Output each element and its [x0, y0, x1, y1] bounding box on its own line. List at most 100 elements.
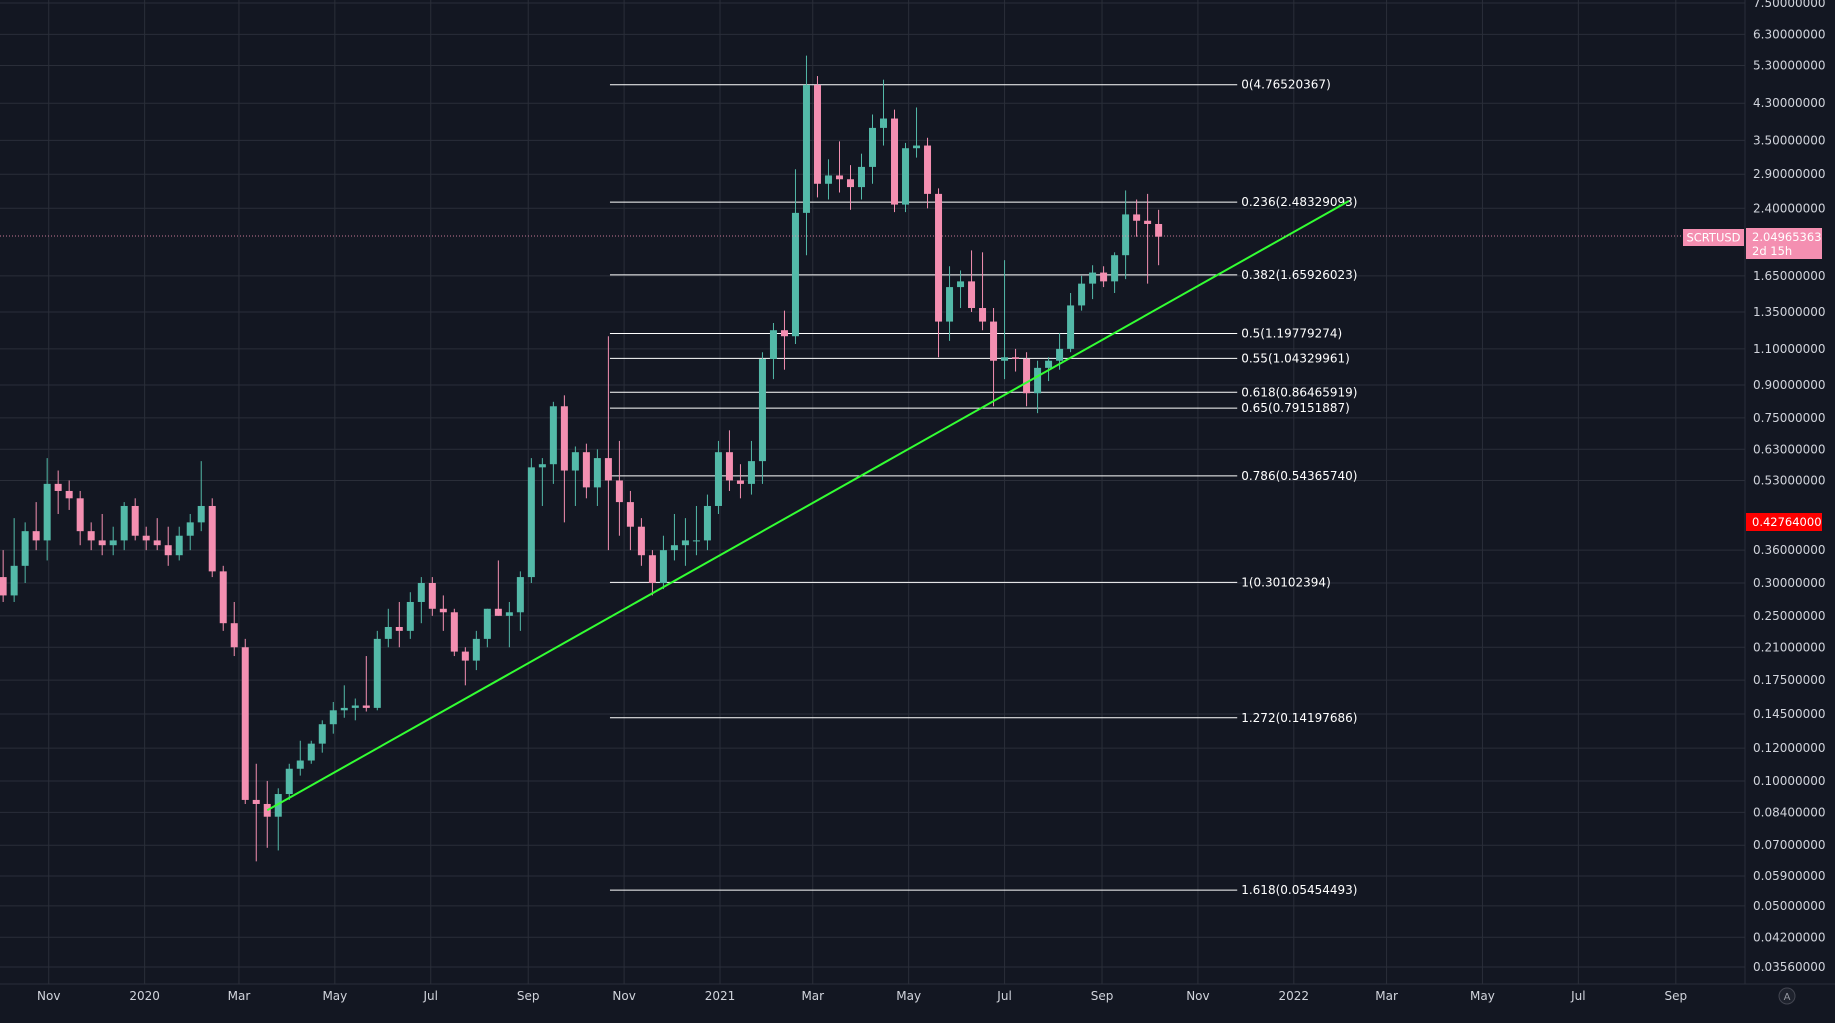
price-tick-label: 2.90000000 — [1753, 167, 1826, 181]
candle-body — [924, 145, 932, 194]
candle-body — [968, 281, 976, 309]
candle-body — [10, 565, 18, 596]
candle — [109, 526, 117, 556]
candle-body — [538, 464, 546, 468]
price-tick-label: 0.17500000 — [1753, 673, 1826, 687]
candle — [990, 308, 998, 407]
candle-body — [197, 505, 205, 523]
candle — [1100, 266, 1108, 288]
price-axis[interactable]: 7.50000000 6.30000000 5.30000000 4.30000000… — [1753, 0, 1826, 974]
candle-body — [571, 452, 579, 471]
fib-level-label: 0.618(0.86465919) — [1241, 385, 1357, 399]
grid-lines — [0, 0, 1745, 984]
candle-body — [21, 531, 29, 566]
candle — [1111, 252, 1119, 293]
candle — [296, 740, 304, 776]
candle-body — [714, 452, 722, 506]
candle-body — [1089, 272, 1097, 284]
fib-level-label: 0.786(0.54365740) — [1241, 469, 1357, 483]
price-tick-label: 0.21000000 — [1753, 640, 1826, 654]
candle — [979, 252, 987, 331]
candle-body — [230, 623, 238, 648]
price-tick-label: 0.25000000 — [1753, 609, 1826, 623]
candle — [395, 601, 403, 648]
candle — [593, 449, 601, 506]
time-tick-label: Sep — [1665, 989, 1688, 1003]
candle-body — [813, 84, 821, 184]
candle-body — [670, 545, 678, 551]
candle-body — [1045, 360, 1053, 368]
candles[interactable] — [0, 55, 1163, 862]
candle-body — [1056, 348, 1064, 361]
price-tick-label: 1.35000000 — [1753, 305, 1826, 319]
price-tick-label: 0.53000000 — [1753, 473, 1826, 487]
fib-level-label: 0(4.76520367) — [1241, 78, 1331, 92]
candle-body — [32, 531, 40, 541]
candle — [648, 550, 656, 596]
fib-retracement[interactable]: 0(4.76520367) 0.236(2.48329093) 0.382(1.65… — [609, 78, 1358, 897]
candle — [87, 522, 95, 551]
auto-scale-label: A — [1784, 992, 1791, 1003]
candle-body — [648, 555, 656, 583]
candle-body — [891, 118, 899, 205]
symbol-label: SCRTUSD — [1683, 229, 1744, 246]
candle — [626, 490, 634, 551]
candle-body — [681, 540, 689, 546]
price-tick-label: 1.10000000 — [1753, 342, 1826, 356]
time-axis[interactable]: Nov 2020 Mar May Jul Sep Nov 2021 Mar May Jul Sep No… — [37, 989, 1687, 1003]
countdown-text: 2d 15h — [1752, 244, 1792, 258]
candle-body — [395, 626, 403, 631]
fib-level-label: 0.5(1.19779274) — [1241, 327, 1342, 341]
candle-body — [902, 148, 910, 205]
candle — [164, 526, 172, 566]
candle-body — [76, 498, 84, 532]
candle — [263, 780, 271, 848]
candle-body — [362, 705, 370, 708]
candle-body — [109, 540, 117, 546]
candle-body — [274, 794, 282, 817]
candle-body — [615, 480, 623, 503]
candle — [946, 266, 954, 341]
candle-body — [1078, 283, 1086, 306]
candle — [10, 518, 18, 602]
candle-body — [417, 582, 425, 602]
candle — [1144, 193, 1152, 284]
candle-body — [1012, 357, 1020, 359]
candle — [560, 395, 568, 523]
candle — [869, 114, 876, 184]
last-price-text: 2.04965363 — [1752, 230, 1822, 244]
candle-body — [582, 452, 590, 488]
candle-body — [527, 467, 535, 578]
candle-body — [769, 330, 777, 359]
trendline[interactable] — [266, 200, 1350, 812]
candle — [1034, 360, 1042, 414]
candle-body — [450, 612, 458, 652]
candle — [637, 518, 645, 566]
time-tick-label: Jul — [996, 989, 1011, 1003]
auto-scale-icon[interactable]: A — [1778, 987, 1796, 1005]
candle-body — [791, 212, 799, 337]
candle-body — [549, 406, 557, 465]
price-tick-label: 2.40000000 — [1753, 201, 1826, 215]
time-tick-label: Nov — [37, 989, 60, 1003]
candle — [935, 188, 943, 358]
candle-body — [758, 358, 766, 462]
price-tick-label: 0.08400000 — [1753, 805, 1826, 819]
candle — [902, 142, 910, 213]
candle — [1133, 199, 1141, 237]
candle-body — [1023, 358, 1031, 394]
candle-body — [329, 710, 337, 725]
candle — [285, 763, 293, 800]
candle — [1023, 352, 1031, 407]
candle — [714, 440, 722, 514]
price-tick-label: 7.50000000 — [1753, 0, 1826, 10]
time-tick-label: 2020 — [129, 989, 160, 1003]
candle-body — [990, 321, 998, 361]
candle — [846, 165, 854, 210]
candle-body — [175, 535, 183, 556]
candle-body — [560, 406, 568, 471]
candle — [120, 502, 128, 551]
candle-body — [979, 308, 987, 322]
candle — [813, 76, 821, 198]
